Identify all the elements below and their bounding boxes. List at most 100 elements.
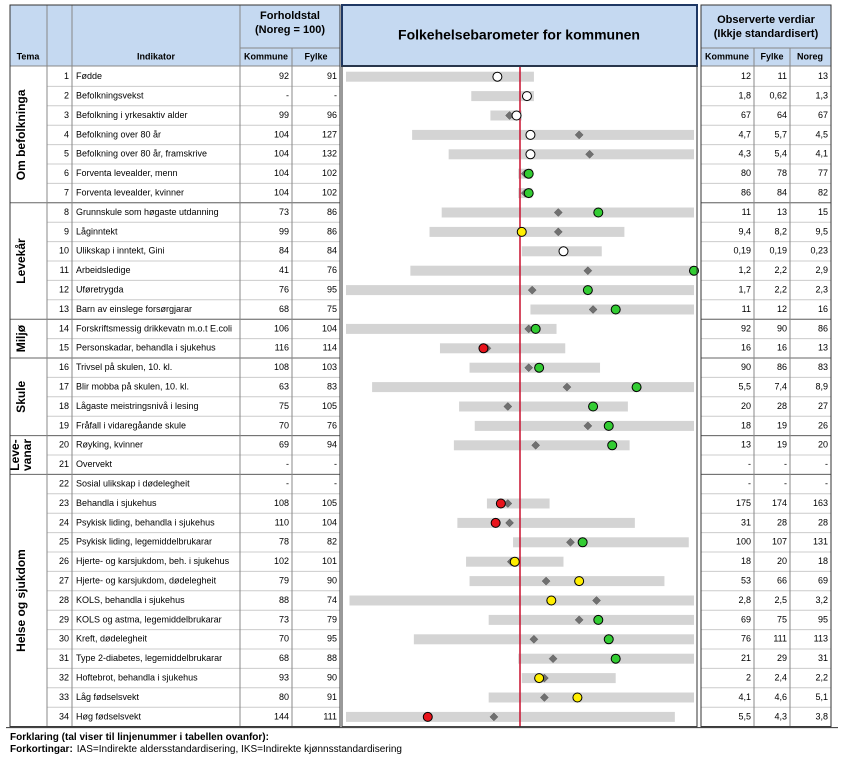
observed-value: 2,4 — [774, 672, 787, 682]
ratio-fylke: 88 — [327, 653, 337, 663]
fylke-marker — [583, 266, 593, 276]
ratio-fylke: 101 — [322, 556, 337, 566]
ratio-kommune: 104 — [274, 168, 289, 178]
observed-value: 2 — [746, 672, 751, 682]
row-number: 7 — [64, 187, 69, 197]
kommune-marker — [523, 188, 534, 199]
observed-value: 90 — [741, 362, 751, 372]
ratio-fylke: 76 — [327, 265, 337, 275]
observed-value: 19 — [777, 420, 787, 430]
indicator: Psykisk liding, behandla i sjukehus — [76, 517, 215, 527]
ratio-fylke: - — [334, 90, 337, 100]
row-number: 5 — [64, 149, 69, 159]
row-number: 17 — [59, 381, 69, 391]
row-number: 11 — [60, 265, 69, 275]
indicator: Forskriftsmessig drikkevatn m.o.t E.coli — [76, 323, 232, 333]
row-number: 31 — [59, 653, 69, 663]
kommune-marker — [525, 129, 536, 140]
range-bar — [410, 265, 694, 276]
observed-value: 1,7 — [738, 284, 751, 294]
row-number: 26 — [59, 556, 69, 566]
ratio-fylke: 94 — [327, 440, 337, 450]
ratio-kommune: 68 — [279, 653, 289, 663]
observed-value: 29 — [777, 653, 787, 663]
ratio-fylke: 95 — [327, 634, 337, 644]
observed-value: - — [825, 459, 828, 469]
observed-value: 92 — [741, 323, 751, 333]
row-number: 9 — [64, 226, 69, 236]
observed-value: 11 — [742, 207, 751, 217]
kommune-marker — [509, 556, 520, 567]
ratio-fylke: 86 — [327, 207, 337, 217]
observed-value: 78 — [777, 168, 787, 178]
ratio-kommune: 99 — [279, 110, 289, 120]
kommune-marker — [603, 420, 614, 431]
theme-label: vanar — [20, 439, 34, 471]
row-number: 24 — [59, 517, 69, 527]
observed-value: 5,5 — [738, 711, 751, 721]
observed-value: - — [825, 478, 828, 488]
observed-value: 13 — [818, 343, 828, 353]
ratio-fylke: 111 — [323, 711, 337, 721]
indicator: Låginntekt — [76, 226, 118, 236]
fylke-marker — [585, 149, 594, 159]
indicator: Befolkningsvekst — [76, 90, 144, 100]
observed-value: - — [784, 478, 787, 488]
ratio-kommune: 110 — [275, 517, 289, 527]
row-number: 28 — [59, 595, 69, 605]
ratio-kommune: 88 — [279, 595, 289, 605]
ratio-fylke: 104 — [322, 517, 337, 527]
row-number: 34 — [59, 711, 69, 721]
indicator: Trivsel på skulen, 10. kl. — [76, 362, 172, 372]
ratio-kommune: 144 — [274, 711, 289, 721]
row-number: 4 — [64, 129, 69, 139]
kommune-marker — [631, 382, 642, 393]
observed-value: 2,3 — [815, 284, 828, 294]
observed-value: 131 — [813, 537, 828, 547]
observed-value: 0,23 — [810, 246, 828, 256]
row-number: 1 — [64, 71, 69, 81]
range-bar — [513, 537, 689, 548]
kommune-marker — [534, 362, 545, 373]
observed-value: 84 — [777, 187, 787, 197]
col-header: Fylke — [304, 51, 327, 61]
ratio-fylke: 83 — [327, 381, 337, 391]
header-bg — [700, 4, 832, 67]
row-number: 16 — [59, 362, 69, 372]
ratio-fylke: 90 — [327, 575, 337, 585]
theme-label: Levekår — [14, 238, 28, 284]
observed-value: 67 — [818, 110, 828, 120]
range-bar — [429, 226, 625, 237]
ratio-fylke: - — [334, 478, 337, 488]
range-bar — [439, 343, 566, 354]
indicator: Lågaste meistringsnivå i lesing — [76, 401, 199, 411]
fylke-marker — [566, 537, 575, 547]
ratio-kommune: - — [286, 459, 289, 469]
ratio-fylke: 127 — [322, 129, 337, 139]
ratio-fylke: 95 — [327, 284, 337, 294]
ratio-fylke: 102 — [322, 168, 337, 178]
ratio-kommune: 76 — [279, 284, 289, 294]
row-number: 18 — [59, 401, 69, 411]
observed-value: 80 — [741, 168, 751, 178]
header-forholdstal: (Noreg = 100) — [255, 24, 325, 36]
kommune-marker — [558, 246, 569, 257]
row-number: 12 — [59, 284, 69, 294]
kommune-marker — [478, 343, 489, 354]
fylke-marker — [592, 596, 601, 605]
theme-label: Helse og sjukdom — [14, 549, 28, 652]
indicator: Hjerte- og karsjukdom, beh. i sjukehus — [76, 556, 230, 566]
ratio-kommune: - — [286, 90, 289, 100]
observed-value: 53 — [741, 575, 751, 585]
observed-value: 2,2 — [815, 672, 828, 682]
observed-value: 31 — [818, 653, 828, 663]
observed-value: 12 — [777, 304, 787, 314]
ratio-kommune: 99 — [279, 226, 289, 236]
ratio-kommune: 63 — [279, 381, 289, 391]
kommune-marker — [603, 634, 614, 645]
fylke-marker — [527, 285, 537, 295]
indicator: Låg fødselsvekt — [76, 692, 140, 702]
range-bar — [518, 653, 694, 664]
range-bar — [412, 129, 694, 140]
